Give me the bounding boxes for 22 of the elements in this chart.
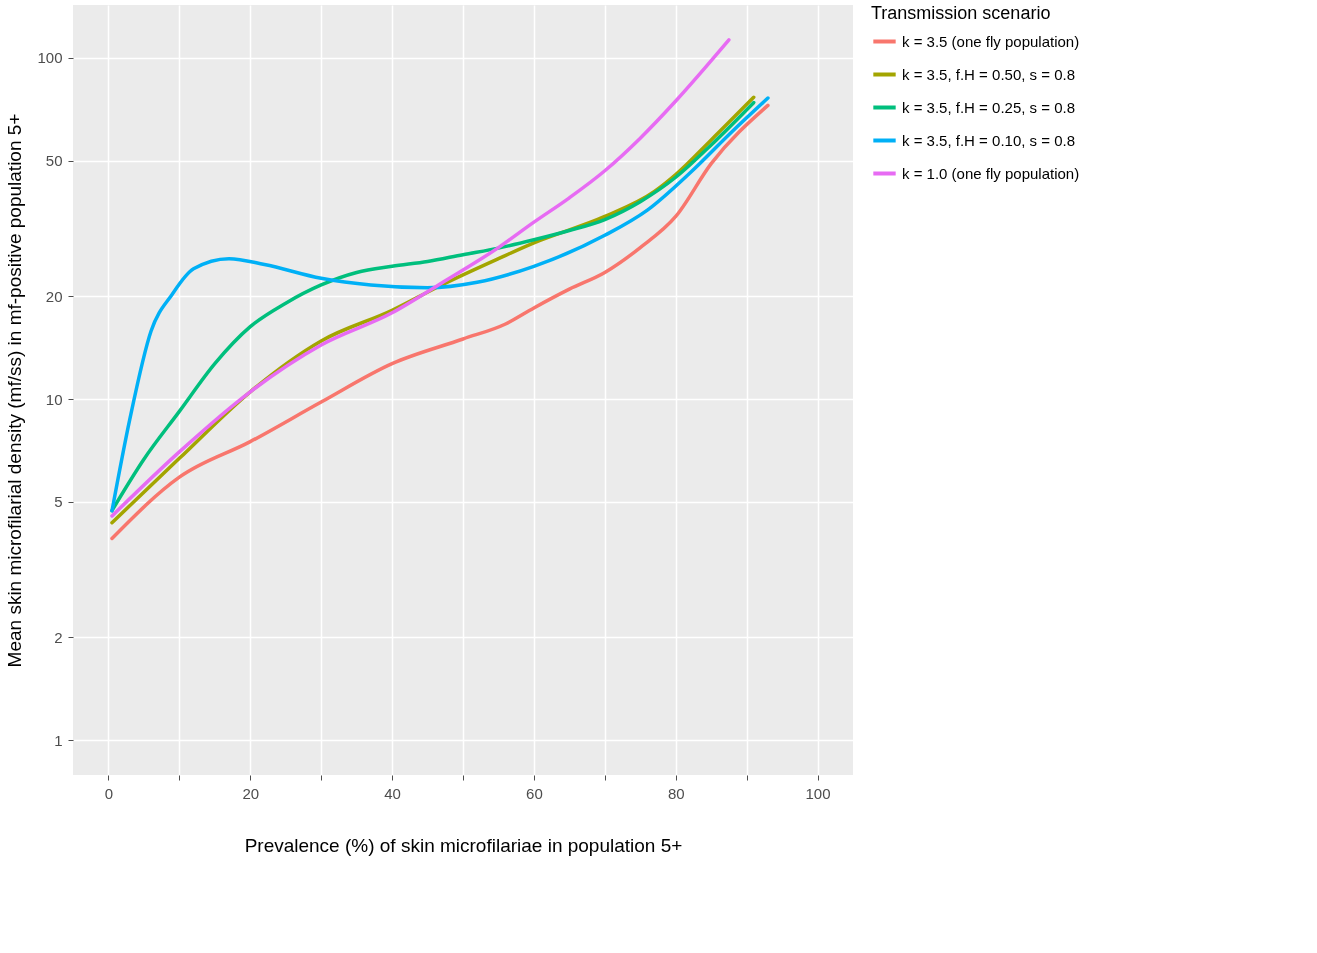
y-tick-label: 1 (54, 731, 63, 749)
x-tick-label: 100 (805, 784, 831, 802)
legend-label: k = 3.5 (one fly population) (902, 32, 1080, 50)
y-axis-title: Mean skin microfilarial density (mf/ss) in mf-positive population 5+ (4, 113, 26, 668)
legend-label: k = 3.5, f.H = 0.50, s = 0.8 (902, 65, 1076, 83)
y-tick-label: 2 (54, 628, 63, 646)
x-tick-label: 40 (384, 784, 401, 802)
x-tick-label: 0 (104, 784, 114, 802)
legend-label: k = 1.0 (one fly population) (902, 164, 1080, 182)
y-tick-label: 10 (45, 390, 63, 408)
x-tick-label: 80 (667, 784, 685, 802)
x-axis-title: Prevalence (%) of skin microfilariae in population 5+ (244, 834, 683, 856)
x-tick-label: 20 (242, 784, 260, 802)
y-tick-label: 20 (45, 287, 63, 305)
y-tick-label: 5 (54, 493, 63, 511)
legend-label: k = 3.5, f.H = 0.25, s = 0.8 (902, 98, 1076, 116)
y-tick-label: 50 (45, 152, 63, 170)
legend-title: Transmission scenario (871, 3, 1051, 23)
x-tick-label: 60 (526, 784, 543, 802)
y-tick-label: 100 (37, 49, 63, 67)
line-series (110, 38, 731, 518)
legend-label: k = 3.5, f.H = 0.10, s = 0.8 (902, 131, 1076, 149)
